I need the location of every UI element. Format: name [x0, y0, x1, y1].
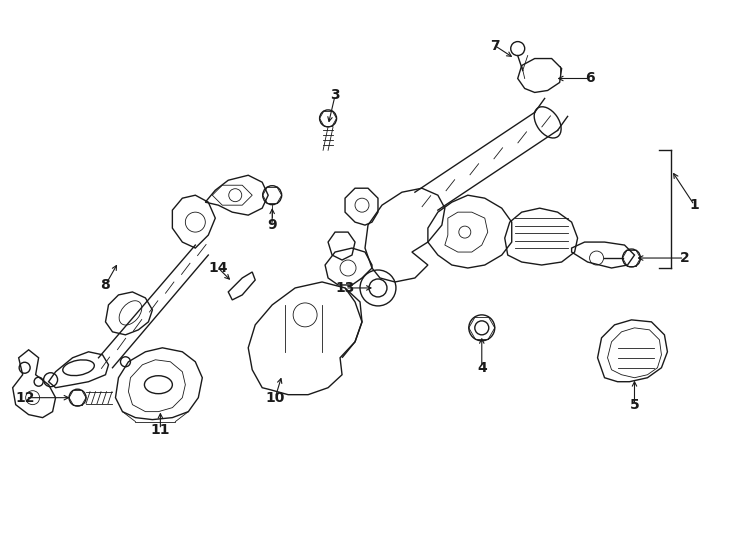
Text: 6: 6	[585, 71, 595, 85]
Text: 5: 5	[630, 397, 639, 411]
Text: 4: 4	[477, 361, 487, 375]
Text: 1: 1	[689, 198, 700, 212]
Text: 14: 14	[208, 261, 228, 275]
Text: 3: 3	[330, 89, 340, 103]
Text: 11: 11	[150, 423, 170, 436]
Text: 8: 8	[101, 278, 110, 292]
Text: 9: 9	[267, 218, 277, 232]
Text: 12: 12	[16, 390, 35, 404]
Text: 2: 2	[680, 251, 689, 265]
Text: 13: 13	[335, 281, 355, 295]
Text: 10: 10	[266, 390, 285, 404]
Text: 7: 7	[490, 38, 500, 52]
